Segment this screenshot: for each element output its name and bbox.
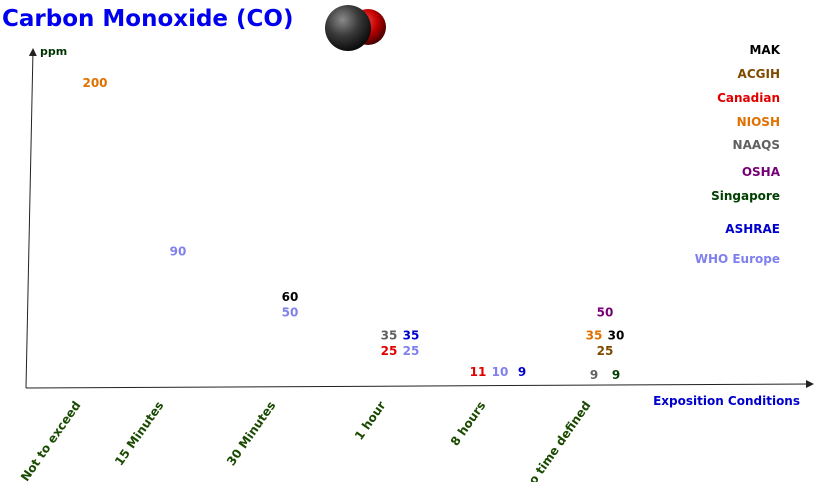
x-tick-label: 8 hours: [448, 399, 489, 449]
y-axis: [25, 48, 37, 389]
data-label: 35: [586, 328, 603, 342]
data-label: 25: [403, 344, 420, 358]
legend-entry: Canadian: [717, 91, 780, 105]
data-label: 50: [597, 306, 614, 320]
legend-entry: MAK: [749, 43, 780, 57]
x-axis: [25, 380, 814, 389]
data-label: 50: [282, 306, 299, 320]
data-label: 30: [608, 328, 625, 342]
data-label: 25: [381, 344, 398, 358]
data-label: 35: [381, 328, 398, 342]
legend-entry: NIOSH: [737, 115, 780, 129]
data-label: 200: [82, 76, 107, 90]
page-title: Carbon Monoxide (CO): [2, 6, 294, 32]
x-tick-label: 30 Minutes: [224, 399, 279, 469]
x-axis-label: Exposition Conditions: [653, 394, 800, 408]
legend-entry: ASHRAE: [725, 222, 780, 236]
data-label: 90: [170, 244, 187, 258]
x-tick-label: 15 Minutes: [112, 399, 167, 469]
carbon-monoxide-molecule-icon: [325, 5, 386, 51]
data-label: 9: [518, 365, 526, 379]
legend-entry: WHO Europe: [695, 252, 780, 266]
y-axis-label: ppm: [40, 45, 67, 58]
legend-entry: ACGIH: [738, 67, 780, 81]
data-label: 35: [403, 328, 420, 342]
data-label: 9: [590, 368, 598, 382]
legend-entry: OSHA: [742, 165, 781, 179]
data-label: 25: [597, 344, 614, 358]
legend-entry: NAAQS: [733, 138, 780, 152]
x-tick-label: no time defined: [521, 399, 594, 482]
x-tick-label: 1 hour: [352, 399, 389, 443]
x-tick-label: Not to exceed: [18, 399, 84, 482]
data-label: 11: [470, 365, 487, 379]
legend-entry: Singapore: [711, 189, 780, 203]
data-label: 9: [612, 368, 620, 382]
data-label: 60: [282, 290, 299, 304]
data-label: 10: [492, 365, 509, 379]
